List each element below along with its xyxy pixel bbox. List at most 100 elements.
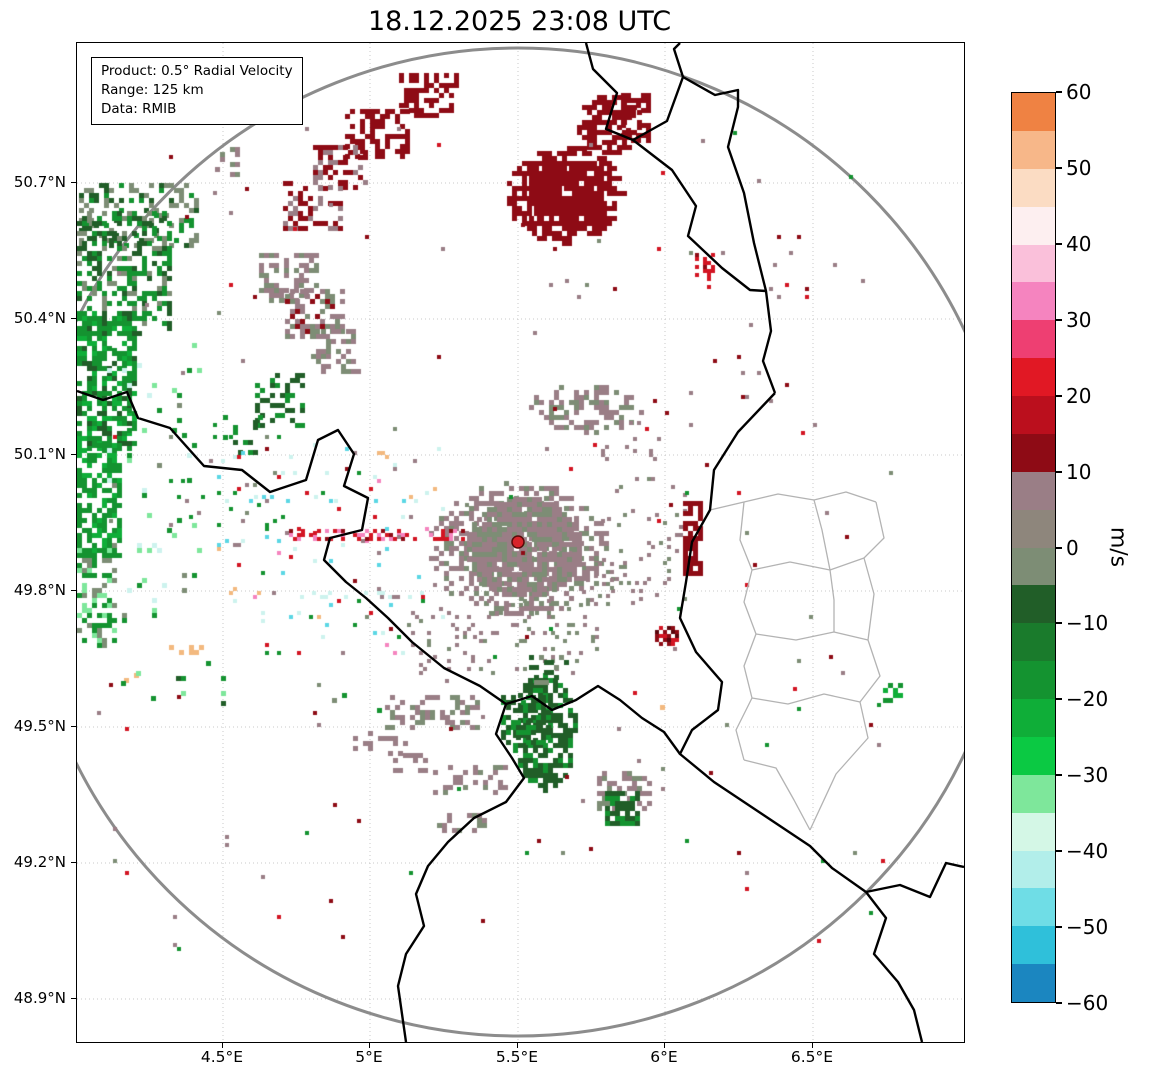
- colorbar-tick-mark: [1056, 850, 1062, 853]
- admin-border-minor: [755, 631, 869, 641]
- y-tick-label: 50.4°N: [13, 309, 66, 327]
- colorbar-segment: [1012, 661, 1055, 699]
- product-line: Product: 0.5° Radial Velocity: [101, 63, 293, 79]
- y-tick-label: 49.5°N: [13, 717, 66, 735]
- colorbar-tick-mark: [1056, 166, 1062, 169]
- colorbar-tick-label: −20: [1066, 687, 1109, 712]
- colorbar-tick-label: 60: [1066, 80, 1092, 104]
- colorbar-tick-label: −40: [1066, 839, 1109, 864]
- product-info-box: Product: 0.5° Radial Velocity Range: 125…: [91, 57, 303, 126]
- colorbar-tick-label: 50: [1066, 155, 1092, 180]
- x-tick-label: 4.5°E: [200, 1048, 244, 1066]
- y-tick-label: 50.7°N: [13, 173, 66, 191]
- x-tick-label: 6.5°E: [790, 1048, 834, 1066]
- y-tick-mark: [71, 590, 76, 592]
- admin-border-minor: [743, 759, 811, 831]
- colorbar-tick-mark: [1056, 1002, 1062, 1004]
- x-tick-label: 6°E: [650, 1048, 678, 1066]
- colorbar-tick-mark: [1056, 926, 1062, 929]
- y-tick-label: 49.2°N: [13, 853, 66, 871]
- colorbar: [1011, 92, 1056, 1003]
- country-border: [632, 139, 767, 293]
- colorbar-tick-label: 20: [1066, 383, 1092, 408]
- plot-title: 18.12.2025 23:08 UTC: [367, 6, 672, 37]
- y-tick-mark: [71, 998, 76, 1000]
- map-borders-layer: [77, 43, 964, 1042]
- admin-border-minor: [751, 693, 861, 705]
- colorbar-segment: [1012, 358, 1055, 396]
- admin-border-minor: [813, 499, 835, 632]
- colorbar-segment: [1012, 585, 1055, 624]
- country-border: [678, 392, 924, 1042]
- y-tick-label: 50.1°N: [13, 445, 66, 463]
- colorbar-tick-mark: [1056, 470, 1062, 473]
- range-line: Range: 125 km: [101, 82, 204, 99]
- colorbar-tick-mark: [1056, 622, 1062, 625]
- colorbar-segment: [1012, 926, 1055, 965]
- colorbar-segment: [1012, 282, 1055, 321]
- colorbar-segment: [1012, 850, 1055, 889]
- admin-border-minor: [735, 501, 757, 761]
- colorbar-tick-mark: [1056, 698, 1062, 701]
- country-border: [682, 75, 777, 394]
- y-tick-label: 48.9°N: [13, 989, 66, 1007]
- colorbar-unit-label: m/s: [1105, 526, 1131, 568]
- colorbar-segment: [1012, 623, 1055, 662]
- colorbar-segment: [1012, 774, 1055, 813]
- colorbar-tick-mark: [1056, 242, 1062, 245]
- data-source-line: Data: RMIB: [101, 101, 177, 118]
- colorbar-segment: [1012, 812, 1055, 851]
- colorbar-segment: [1012, 888, 1055, 927]
- colorbar-segment: [1012, 509, 1055, 548]
- colorbar-tick-label: −50: [1066, 915, 1109, 940]
- y-tick-mark: [71, 454, 76, 456]
- colorbar-segment: [1012, 130, 1055, 169]
- country-border: [396, 703, 526, 1042]
- colorbar-segment: [1012, 206, 1055, 245]
- admin-border-minor: [809, 501, 885, 831]
- x-tick-label: 5°E: [355, 1048, 383, 1066]
- colorbar-segment: [1012, 736, 1055, 775]
- y-tick-mark: [71, 318, 76, 320]
- colorbar-segment: [1012, 433, 1055, 472]
- colorbar-segment: [1012, 168, 1055, 207]
- colorbar-segment: [1012, 320, 1055, 359]
- y-tick-mark: [71, 182, 76, 184]
- colorbar-tick-mark: [1056, 318, 1062, 321]
- colorbar-tick-mark: [1056, 546, 1062, 549]
- x-tick-label: 5.5°E: [495, 1048, 539, 1066]
- country-border: [865, 861, 964, 899]
- colorbar-segment: [1012, 396, 1055, 434]
- colorbar-tick-label: −30: [1066, 763, 1109, 788]
- radar-site-marker: [511, 535, 525, 549]
- x-tick-mark: [517, 1043, 519, 1048]
- colorbar-segment: [1012, 244, 1055, 283]
- x-tick-mark: [369, 1043, 371, 1048]
- colorbar-tick-label: 40: [1066, 231, 1092, 256]
- colorbar-tick-label: 10: [1066, 459, 1092, 484]
- y-tick-mark: [71, 726, 76, 728]
- colorbar-tick-label: −10: [1066, 611, 1109, 636]
- colorbar-tick-mark: [1056, 774, 1062, 777]
- admin-border-minor: [751, 557, 865, 571]
- y-tick-label: 49.8°N: [13, 581, 66, 599]
- country-border: [77, 389, 681, 755]
- y-tick-mark: [71, 862, 76, 864]
- colorbar-tick-label: 0: [1066, 535, 1079, 560]
- colorbar-segment: [1012, 964, 1055, 1002]
- colorbar-tick-mark: [1056, 91, 1062, 93]
- map-plot-area: Product: 0.5° Radial Velocity Range: 125…: [76, 42, 965, 1043]
- admin-border-minor: [709, 491, 877, 511]
- country-border: [584, 43, 685, 142]
- x-tick-mark: [664, 1043, 666, 1048]
- colorbar-segment: [1012, 471, 1055, 510]
- x-tick-mark: [222, 1043, 224, 1048]
- colorbar-tick-label: 30: [1066, 307, 1092, 332]
- colorbar-segment: [1012, 699, 1055, 737]
- colorbar-segment: [1012, 93, 1055, 131]
- colorbar-tick-mark: [1056, 394, 1062, 397]
- colorbar-segment: [1012, 547, 1055, 586]
- colorbar-tick-label: −60: [1066, 991, 1109, 1015]
- x-tick-mark: [812, 1043, 814, 1048]
